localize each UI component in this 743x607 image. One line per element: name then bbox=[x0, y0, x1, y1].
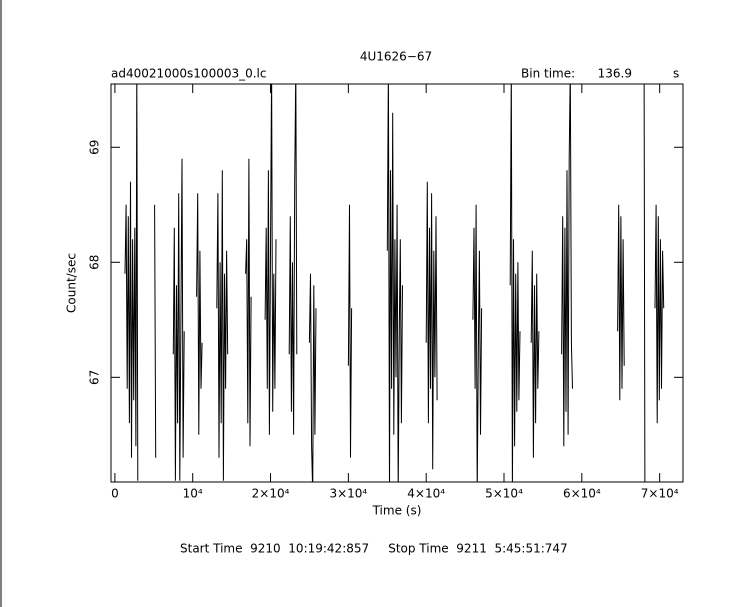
subtitle: ad40021000s100003_0.lc bbox=[111, 67, 267, 81]
y-tick-label: 67 bbox=[88, 370, 102, 385]
bin-unit: s bbox=[673, 67, 679, 81]
plot-frame bbox=[110, 83, 684, 483]
y-tick-label: 69 bbox=[88, 140, 102, 155]
x-tick-label: 5×10⁴ bbox=[485, 487, 523, 501]
chart-title: 4U1626−67 bbox=[360, 50, 432, 64]
x-tick-label: 7×10⁴ bbox=[641, 487, 679, 501]
x-axis-label: Time (s) bbox=[372, 504, 422, 518]
bin-label: Bin time: bbox=[521, 67, 575, 81]
footer: Start Time 9210 10:19:42:857 Stop Time 9… bbox=[180, 542, 568, 556]
y-axis-label: Count/sec bbox=[65, 253, 79, 313]
bin-value: 136.9 bbox=[598, 67, 632, 81]
x-tick-label: 0 bbox=[111, 487, 119, 501]
x-tick-label: 10⁴ bbox=[183, 487, 203, 501]
x-tick-label: 4×10⁴ bbox=[407, 487, 445, 501]
x-tick-label: 3×10⁴ bbox=[329, 487, 367, 501]
light-curve bbox=[124, 84, 665, 482]
y-tick-label: 68 bbox=[88, 255, 102, 270]
x-tick-label: 2×10⁴ bbox=[252, 487, 290, 501]
x-tick-label: 6×10⁴ bbox=[563, 487, 601, 501]
